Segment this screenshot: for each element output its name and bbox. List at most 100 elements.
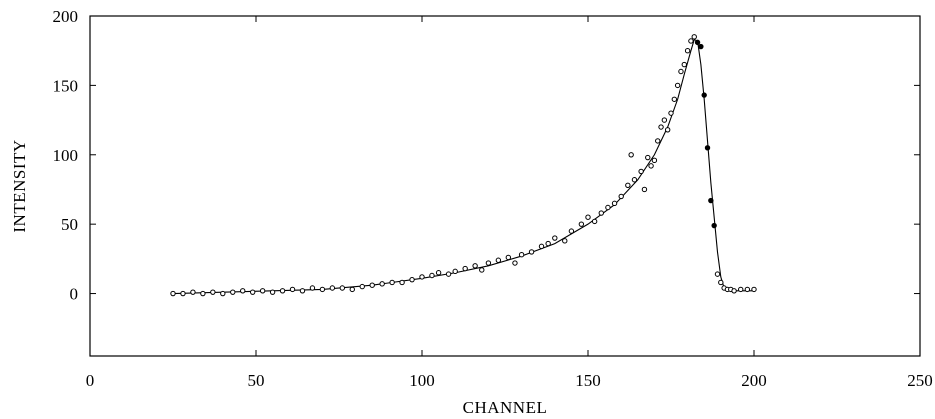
data-point [200,290,206,297]
data-point [711,222,717,229]
data-points-layer [170,34,757,297]
data-point [631,177,638,183]
data-point [512,260,518,266]
y-tick-label: 0 [70,285,79,304]
data-point [718,279,724,286]
data-point [505,254,512,261]
data-point [518,251,525,258]
data-point [399,279,405,286]
data-point [661,117,668,123]
data-point [562,238,568,244]
x-tick-label: 250 [907,371,933,390]
data-point [289,286,296,293]
x-tick-label: 200 [741,371,767,390]
data-point [738,286,744,293]
data-point [684,47,691,54]
ticks-layer [89,15,921,356]
data-point [688,38,694,44]
data-point [309,285,316,291]
data-point [658,124,664,130]
data-point [691,34,697,40]
data-point [240,288,246,294]
x-tick-label: 50 [248,371,265,390]
data-point [638,168,644,175]
data-point [708,197,714,204]
data-point [452,268,458,275]
data-point [731,288,737,294]
data-point [339,285,346,291]
data-point [714,271,721,277]
data-point [259,288,266,294]
x-axis-title: CHANNEL [463,398,548,417]
data-point [625,182,631,189]
data-point [319,286,326,293]
x-tick-label: 100 [409,371,435,390]
data-point [329,285,336,291]
data-point [445,271,452,277]
data-point [389,279,395,286]
y-axis-title: INTENSITY [10,139,29,232]
y-tick-label: 100 [53,146,79,165]
data-point [180,290,186,297]
y-tick-label: 200 [53,7,79,26]
data-point [472,263,478,269]
data-point [704,145,711,151]
data-point [628,152,634,158]
data-point [645,154,651,161]
data-point [671,96,678,102]
data-point [751,286,757,293]
y-tick-label: 150 [53,76,79,95]
data-point [479,267,485,273]
data-point [585,214,591,220]
data-point [210,289,216,295]
data-point [220,290,226,297]
data-point [349,286,355,293]
data-point [744,286,751,293]
fit-curve [172,38,754,295]
data-point [369,282,375,288]
data-point [359,283,365,290]
data-point [655,138,661,144]
tick-labels-layer: 0 50 100 150 200 250 0 50 100 150 200 [53,7,933,390]
data-point [435,270,442,276]
data-point [419,274,425,280]
data-point [618,193,624,200]
data-point [591,218,598,225]
data-point [170,290,176,297]
data-point [230,289,236,295]
data-point [528,249,535,255]
data-point [552,235,558,241]
x-tick-label: 0 [86,371,95,390]
data-point [678,68,684,75]
data-point [648,163,654,169]
data-point [249,289,256,295]
data-point [598,210,604,216]
data-point [538,243,545,250]
data-point [698,43,704,50]
data-point [605,204,611,211]
data-point [701,92,707,98]
data-point [611,200,618,207]
data-point [651,157,658,164]
data-point [379,281,385,287]
data-point [429,272,435,279]
data-point [269,289,276,295]
data-point [485,260,492,266]
data-point [681,61,687,68]
data-point [641,186,648,193]
y-tick-label: 50 [61,215,78,234]
data-point [664,127,671,133]
data-point [578,221,585,227]
data-point [299,288,306,294]
data-point [495,257,502,263]
data-point [668,110,674,116]
data-point [545,240,551,247]
data-point [568,228,575,234]
data-point [674,82,681,89]
x-tick-label: 150 [575,371,601,390]
data-point [462,265,468,272]
data-point [694,39,701,46]
data-point [409,276,415,283]
data-point [279,288,286,294]
